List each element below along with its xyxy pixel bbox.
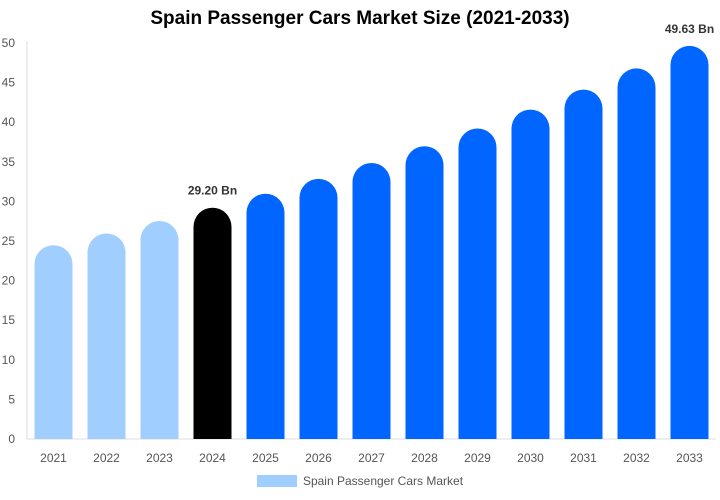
bar-2025	[246, 193, 285, 439]
data-label: 49.63 Bn	[665, 22, 714, 36]
bar-2031	[564, 89, 603, 439]
bar-2024	[193, 207, 232, 439]
bar-2023	[140, 220, 179, 439]
x-tick-label: 2022	[93, 451, 120, 465]
y-tick-label: 0	[8, 432, 15, 446]
x-tick-label: 2033	[676, 451, 703, 465]
x-tick-label: 2031	[570, 451, 597, 465]
bar-2021	[34, 245, 73, 439]
x-tick-label: 2027	[358, 451, 385, 465]
bar-2029	[458, 128, 497, 440]
y-tick-label: 10	[2, 353, 16, 367]
y-tick-label: 15	[2, 313, 16, 327]
x-tick-label: 2023	[146, 451, 173, 465]
x-tick-label: 2026	[305, 451, 332, 465]
bar-2030	[511, 109, 550, 440]
bar-2022	[87, 233, 126, 439]
x-tick-label: 2028	[411, 451, 438, 465]
legend-label: Spain Passenger Cars Market	[302, 474, 464, 488]
chart-title: Spain Passenger Cars Market Size (2021-2…	[150, 8, 570, 29]
x-tick-label: 2029	[464, 451, 491, 465]
x-tick-label: 2025	[252, 451, 279, 465]
y-tick-label: 40	[2, 115, 16, 129]
y-tick-label: 50	[2, 36, 16, 50]
x-tick-label: 2021	[40, 451, 67, 465]
y-tick-label: 35	[2, 155, 16, 169]
bar-2028	[405, 146, 444, 439]
x-tick-label: 2030	[517, 451, 544, 465]
y-tick-label: 30	[2, 194, 16, 208]
bar-2033	[670, 45, 709, 440]
x-tick-label: 2024	[199, 451, 226, 465]
x-tick-label: 2032	[623, 451, 650, 465]
legend-swatch	[256, 475, 297, 487]
y-tick-label: 25	[2, 234, 16, 248]
legend[interactable]: Spain Passenger Cars Market	[0, 474, 720, 488]
bar-2026	[299, 178, 338, 440]
y-tick-label: 20	[2, 274, 16, 288]
bar-2027	[352, 162, 391, 439]
y-tick-label: 45	[2, 76, 16, 90]
bar-2032	[617, 68, 656, 439]
y-tick-label: 5	[8, 392, 15, 406]
data-label: 29.20 Bn	[188, 184, 237, 198]
